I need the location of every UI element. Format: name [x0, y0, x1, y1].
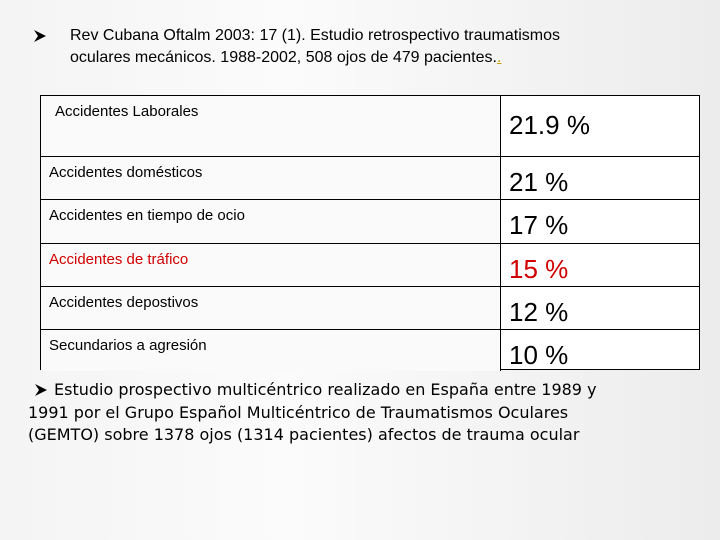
link[interactable]: .: [496, 49, 502, 66]
row-value: 21.9 %: [509, 110, 590, 140]
bullet-arrow: [34, 30, 46, 42]
footer-line: 1991 por el Grupo Español Multicéntrico …: [28, 403, 569, 422]
footer-line: Estudio prospectivo multicéntrico realiz…: [54, 380, 597, 399]
table: Accidentes Laborales 21.9 % Accidentes dom…: [40, 95, 700, 371]
table-row: Accidentes de tráfico 15 %: [41, 243, 699, 286]
row-label: Accidentes en tiempo de ocio: [41, 200, 501, 243]
row-value: 12 %: [509, 297, 569, 327]
header-line: oculares mecánicos. 1988-2002, 508 ojos …: [70, 49, 501, 67]
footer-line: (GEMTO) sobre 1378 ojos (1314 pacientes)…: [28, 425, 580, 444]
header-line: Rev Cubana Oftalm 2003: 17 (1). Estudio …: [70, 27, 560, 44]
row-value: 15 %: [509, 254, 569, 284]
row-label: Secundarios a agresión: [41, 330, 501, 371]
row-value: 17 %: [509, 210, 569, 240]
table-row: Accidentes depostivos 12 %: [41, 286, 699, 329]
row-label: Accidentes Laborales: [41, 96, 501, 156]
row-label: Accidentes domésticos: [41, 157, 501, 199]
table-row: Accidentes Laborales 21.9 %: [41, 96, 699, 156]
row-label: Accidentes depostivos: [41, 287, 501, 329]
row-label: Accidentes de tráfico: [41, 244, 501, 286]
table-row: Accidentes en tiempo de ocio 17 %: [41, 199, 699, 243]
table-row: Accidentes domésticos 21 %: [41, 156, 699, 199]
table-row: Secundarios a agresión 10 %: [41, 329, 699, 371]
header-text: oculares mecánicos. 1988-2002, 508 ojos …: [70, 49, 497, 66]
bullet-arrow: [35, 384, 47, 396]
row-value: 10 %: [509, 340, 569, 370]
row-value: 21 %: [509, 167, 569, 197]
